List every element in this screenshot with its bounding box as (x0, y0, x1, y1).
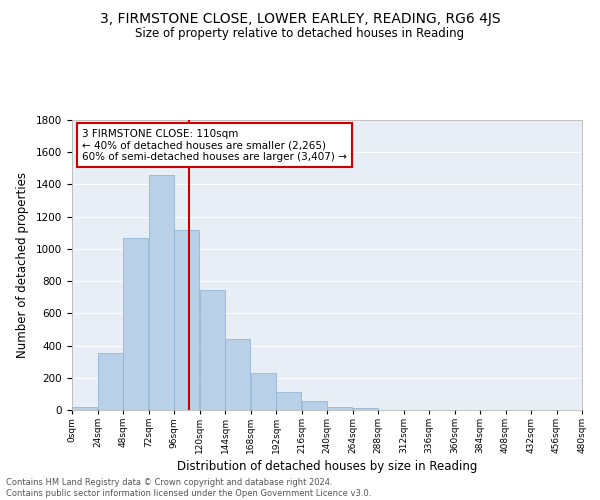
Bar (302, 401, 327, 410)
Bar (123, 238, 148, 410)
Bar (72, 407, 97, 410)
Bar (174, 230, 199, 410)
Bar (98, 353, 123, 410)
Bar (200, 290, 225, 410)
Bar (327, 407, 352, 410)
Bar (251, 373, 276, 410)
Text: Contains HM Land Registry data © Crown copyright and database right 2024.
Contai: Contains HM Land Registry data © Crown c… (6, 478, 371, 498)
Bar (276, 392, 301, 410)
Bar (149, 175, 174, 410)
Text: 3, FIRMSTONE CLOSE, LOWER EARLEY, READING, RG6 4JS: 3, FIRMSTONE CLOSE, LOWER EARLEY, READIN… (100, 12, 500, 26)
Y-axis label: Number of detached properties: Number of detached properties (16, 172, 29, 358)
Bar (225, 339, 250, 410)
Bar (353, 408, 378, 410)
Text: Size of property relative to detached houses in Reading: Size of property relative to detached ho… (136, 28, 464, 40)
Text: 3 FIRMSTONE CLOSE: 110sqm
← 40% of detached houses are smaller (2,265)
60% of se: 3 FIRMSTONE CLOSE: 110sqm ← 40% of detac… (82, 128, 347, 162)
X-axis label: Distribution of detached houses by size in Reading: Distribution of detached houses by size … (177, 460, 477, 473)
